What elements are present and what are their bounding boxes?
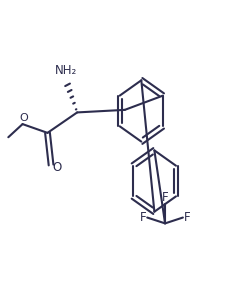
- Text: O: O: [19, 113, 28, 123]
- Text: F: F: [161, 190, 168, 204]
- Text: NH₂: NH₂: [55, 64, 77, 77]
- Text: F: F: [139, 211, 146, 224]
- Text: O: O: [52, 161, 61, 174]
- Text: F: F: [183, 211, 190, 224]
